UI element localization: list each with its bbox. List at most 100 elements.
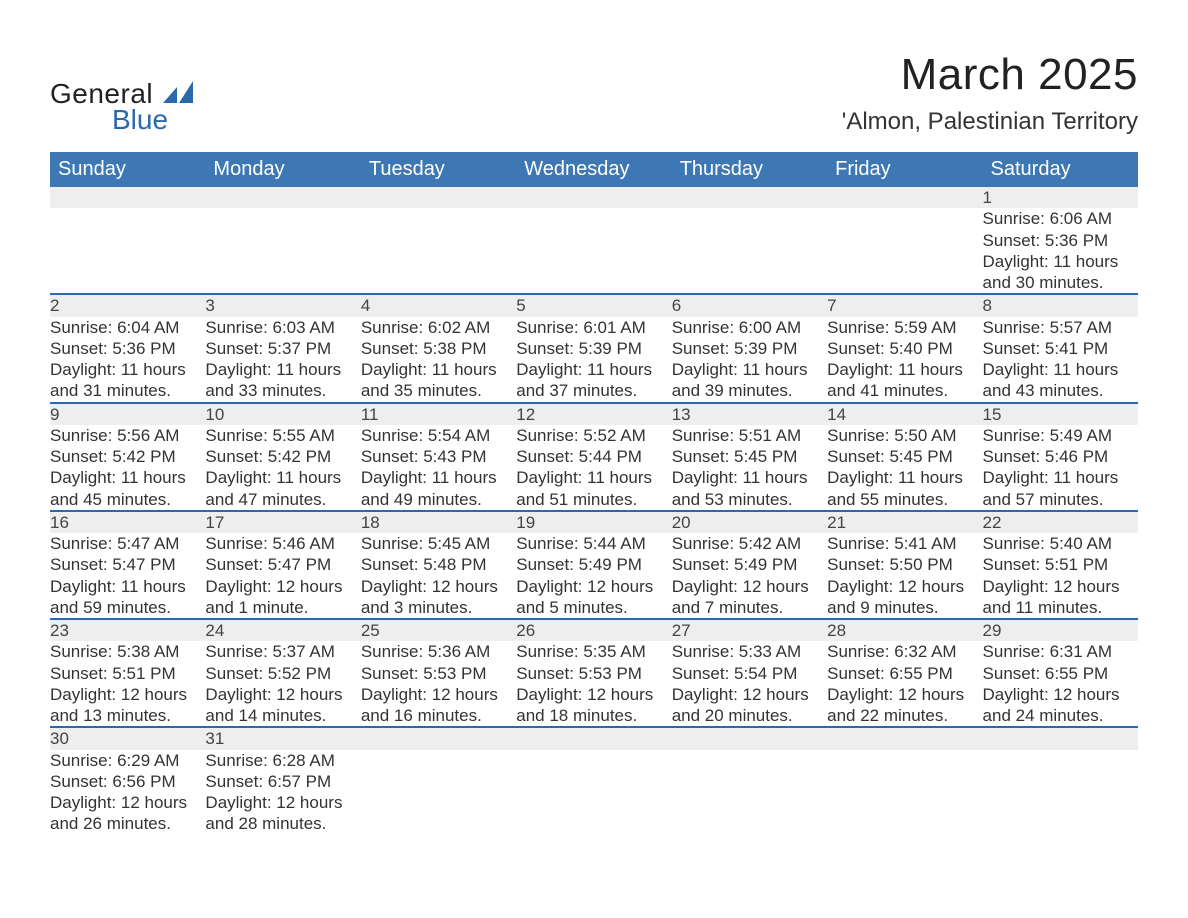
weekday-header: Tuesday [361, 152, 516, 187]
daylight-text: and 28 minutes. [205, 813, 360, 834]
sunset-text: Sunset: 5:45 PM [827, 446, 982, 467]
day-number [205, 187, 360, 208]
daylight-text: and 13 minutes. [50, 705, 205, 726]
sunset-text: Sunset: 5:52 PM [205, 663, 360, 684]
day-cell: Sunrise: 5:54 AMSunset: 5:43 PMDaylight:… [361, 425, 516, 511]
day-cell [516, 750, 671, 835]
day-cell: Sunrise: 6:31 AMSunset: 6:55 PMDaylight:… [983, 641, 1138, 727]
day-number: 12 [516, 403, 671, 425]
daylight-text: and 16 minutes. [361, 705, 516, 726]
day-number: 10 [205, 403, 360, 425]
sunrise-text: Sunrise: 5:50 AM [827, 425, 982, 446]
day-info-row: Sunrise: 6:04 AMSunset: 5:36 PMDaylight:… [50, 317, 1138, 403]
day-number-row: 1 [50, 187, 1138, 208]
brand-logo: General Blue [50, 50, 193, 136]
day-cell: Sunrise: 5:50 AMSunset: 5:45 PMDaylight:… [827, 425, 982, 511]
day-cell: Sunrise: 6:28 AMSunset: 6:57 PMDaylight:… [205, 750, 360, 835]
daylight-text: and 5 minutes. [516, 597, 671, 618]
day-number [827, 727, 982, 749]
sunrise-text: Sunrise: 5:36 AM [361, 641, 516, 662]
sunset-text: Sunset: 6:57 PM [205, 771, 360, 792]
day-cell: Sunrise: 6:02 AMSunset: 5:38 PMDaylight:… [361, 317, 516, 403]
sunrise-text: Sunrise: 5:54 AM [361, 425, 516, 446]
day-number: 15 [983, 403, 1138, 425]
day-info-row: Sunrise: 6:06 AMSunset: 5:36 PMDaylight:… [50, 208, 1138, 294]
daylight-text: and 49 minutes. [361, 489, 516, 510]
day-cell: Sunrise: 5:42 AMSunset: 5:49 PMDaylight:… [672, 533, 827, 619]
sunrise-text: Sunrise: 5:51 AM [672, 425, 827, 446]
day-cell: Sunrise: 5:47 AMSunset: 5:47 PMDaylight:… [50, 533, 205, 619]
daylight-text: Daylight: 12 hours [983, 576, 1138, 597]
sunset-text: Sunset: 5:41 PM [983, 338, 1138, 359]
day-cell: Sunrise: 5:55 AMSunset: 5:42 PMDaylight:… [205, 425, 360, 511]
daylight-text: Daylight: 11 hours [827, 359, 982, 380]
day-cell: Sunrise: 5:44 AMSunset: 5:49 PMDaylight:… [516, 533, 671, 619]
daylight-text: and 37 minutes. [516, 380, 671, 401]
day-cell: Sunrise: 6:04 AMSunset: 5:36 PMDaylight:… [50, 317, 205, 403]
day-number: 20 [672, 511, 827, 533]
daylight-text: and 43 minutes. [983, 380, 1138, 401]
day-cell [361, 750, 516, 835]
day-cell: Sunrise: 5:38 AMSunset: 5:51 PMDaylight:… [50, 641, 205, 727]
day-number-row: 16171819202122 [50, 511, 1138, 533]
daylight-text: Daylight: 12 hours [672, 576, 827, 597]
day-number: 16 [50, 511, 205, 533]
day-info-row: Sunrise: 5:47 AMSunset: 5:47 PMDaylight:… [50, 533, 1138, 619]
day-number: 3 [205, 294, 360, 316]
day-cell: Sunrise: 5:56 AMSunset: 5:42 PMDaylight:… [50, 425, 205, 511]
daylight-text: and 33 minutes. [205, 380, 360, 401]
day-number: 23 [50, 619, 205, 641]
sunset-text: Sunset: 5:47 PM [205, 554, 360, 575]
day-number: 4 [361, 294, 516, 316]
day-cell: Sunrise: 5:36 AMSunset: 5:53 PMDaylight:… [361, 641, 516, 727]
day-number [672, 727, 827, 749]
day-cell [827, 750, 982, 835]
sunrise-text: Sunrise: 5:35 AM [516, 641, 671, 662]
daylight-text: Daylight: 11 hours [50, 467, 205, 488]
sunset-text: Sunset: 5:40 PM [827, 338, 982, 359]
sunrise-text: Sunrise: 5:49 AM [983, 425, 1138, 446]
daylight-text: and 24 minutes. [983, 705, 1138, 726]
daylight-text: Daylight: 11 hours [983, 359, 1138, 380]
daylight-text: Daylight: 11 hours [516, 359, 671, 380]
sunset-text: Sunset: 5:47 PM [50, 554, 205, 575]
sunrise-text: Sunrise: 6:02 AM [361, 317, 516, 338]
daylight-text: Daylight: 11 hours [672, 359, 827, 380]
day-number: 8 [983, 294, 1138, 316]
day-cell: Sunrise: 5:57 AMSunset: 5:41 PMDaylight:… [983, 317, 1138, 403]
day-number: 1 [983, 187, 1138, 208]
day-number: 2 [50, 294, 205, 316]
daylight-text: Daylight: 12 hours [361, 684, 516, 705]
day-cell [827, 208, 982, 294]
daylight-text: Daylight: 12 hours [205, 684, 360, 705]
daylight-text: Daylight: 11 hours [205, 467, 360, 488]
sunrise-text: Sunrise: 5:40 AM [983, 533, 1138, 554]
sunrise-text: Sunrise: 6:28 AM [205, 750, 360, 771]
calendar-table: Sunday Monday Tuesday Wednesday Thursday… [50, 152, 1138, 835]
day-cell: Sunrise: 6:00 AMSunset: 5:39 PMDaylight:… [672, 317, 827, 403]
sunrise-text: Sunrise: 5:41 AM [827, 533, 982, 554]
daylight-text: and 26 minutes. [50, 813, 205, 834]
daylight-text: Daylight: 12 hours [205, 792, 360, 813]
weekday-header-row: Sunday Monday Tuesday Wednesday Thursday… [50, 152, 1138, 187]
day-info-row: Sunrise: 5:38 AMSunset: 5:51 PMDaylight:… [50, 641, 1138, 727]
sunset-text: Sunset: 5:36 PM [983, 230, 1138, 251]
daylight-text: Daylight: 11 hours [50, 359, 205, 380]
daylight-text: and 18 minutes. [516, 705, 671, 726]
day-number: 21 [827, 511, 982, 533]
day-number-row: 2345678 [50, 294, 1138, 316]
day-cell [672, 208, 827, 294]
sunset-text: Sunset: 6:55 PM [983, 663, 1138, 684]
calendar-page: General Blue March 2025 'Almon, Palestin… [0, 0, 1188, 875]
day-number: 30 [50, 727, 205, 749]
sunset-text: Sunset: 6:56 PM [50, 771, 205, 792]
sunset-text: Sunset: 5:53 PM [361, 663, 516, 684]
sunset-text: Sunset: 5:39 PM [516, 338, 671, 359]
day-number: 28 [827, 619, 982, 641]
daylight-text: and 59 minutes. [50, 597, 205, 618]
sunset-text: Sunset: 5:54 PM [672, 663, 827, 684]
weekday-header: Sunday [50, 152, 205, 187]
daylight-text: Daylight: 12 hours [205, 576, 360, 597]
day-cell: Sunrise: 5:41 AMSunset: 5:50 PMDaylight:… [827, 533, 982, 619]
sunset-text: Sunset: 5:49 PM [516, 554, 671, 575]
